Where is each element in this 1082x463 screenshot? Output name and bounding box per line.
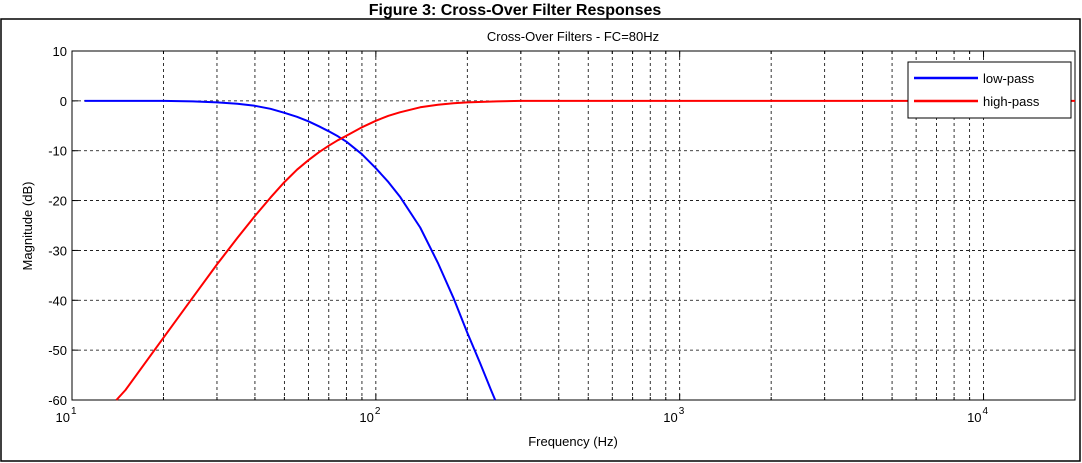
figure-caption: Figure 3: Cross-Over Filter Responses <box>369 2 662 19</box>
y-tick-label: 10 <box>53 44 67 59</box>
y-tick-label: -20 <box>48 194 67 209</box>
x-tick-label-base: 10 <box>56 410 70 425</box>
legend-box <box>907 61 1072 119</box>
y-axis-label: Magnitude (dB) <box>20 182 35 271</box>
x-tick-label-base: 10 <box>663 410 677 425</box>
y-tick-label: -60 <box>48 393 67 408</box>
y-tick-label: 0 <box>60 94 67 109</box>
x-tick-label-base: 10 <box>967 410 981 425</box>
y-tick-label: -30 <box>48 243 67 258</box>
y-tick-label: -50 <box>48 343 67 358</box>
legend-low-pass-label: low-pass <box>983 71 1035 86</box>
x-tick-labels: 10 1 10 2 10 3 10 4 <box>56 406 989 425</box>
x-tick-label: 10 4 <box>967 406 988 425</box>
x-tick-label: 10 3 <box>663 406 684 425</box>
x-tick-label-exponent: 1 <box>71 406 77 417</box>
x-axis-label: Frequency (Hz) <box>528 434 618 449</box>
series-lines <box>84 99 1075 401</box>
ticks <box>72 50 1075 401</box>
legend: low-pass high-pass <box>907 61 1072 119</box>
x-tick-label: 10 2 <box>359 406 380 425</box>
x-tick-label-exponent: 3 <box>679 406 685 417</box>
x-tick-label-exponent: 2 <box>375 406 381 417</box>
y-tick-labels: 10 0 -10 -20 -30 -40 -50 -60 <box>48 44 67 408</box>
legend-high-pass-label: high-pass <box>983 94 1040 109</box>
series-high-pass-line <box>115 99 1075 401</box>
y-tick-label: -10 <box>48 144 67 159</box>
y-tick-label: -40 <box>48 293 67 308</box>
series-low-pass-line <box>84 99 497 401</box>
x-gridlines <box>163 51 984 400</box>
x-tick-label: 10 1 <box>56 406 77 425</box>
chart-title: Cross-Over Filters - FC=80Hz <box>487 29 659 44</box>
x-tick-label-exponent: 4 <box>983 406 989 417</box>
x-tick-label-base: 10 <box>359 410 373 425</box>
